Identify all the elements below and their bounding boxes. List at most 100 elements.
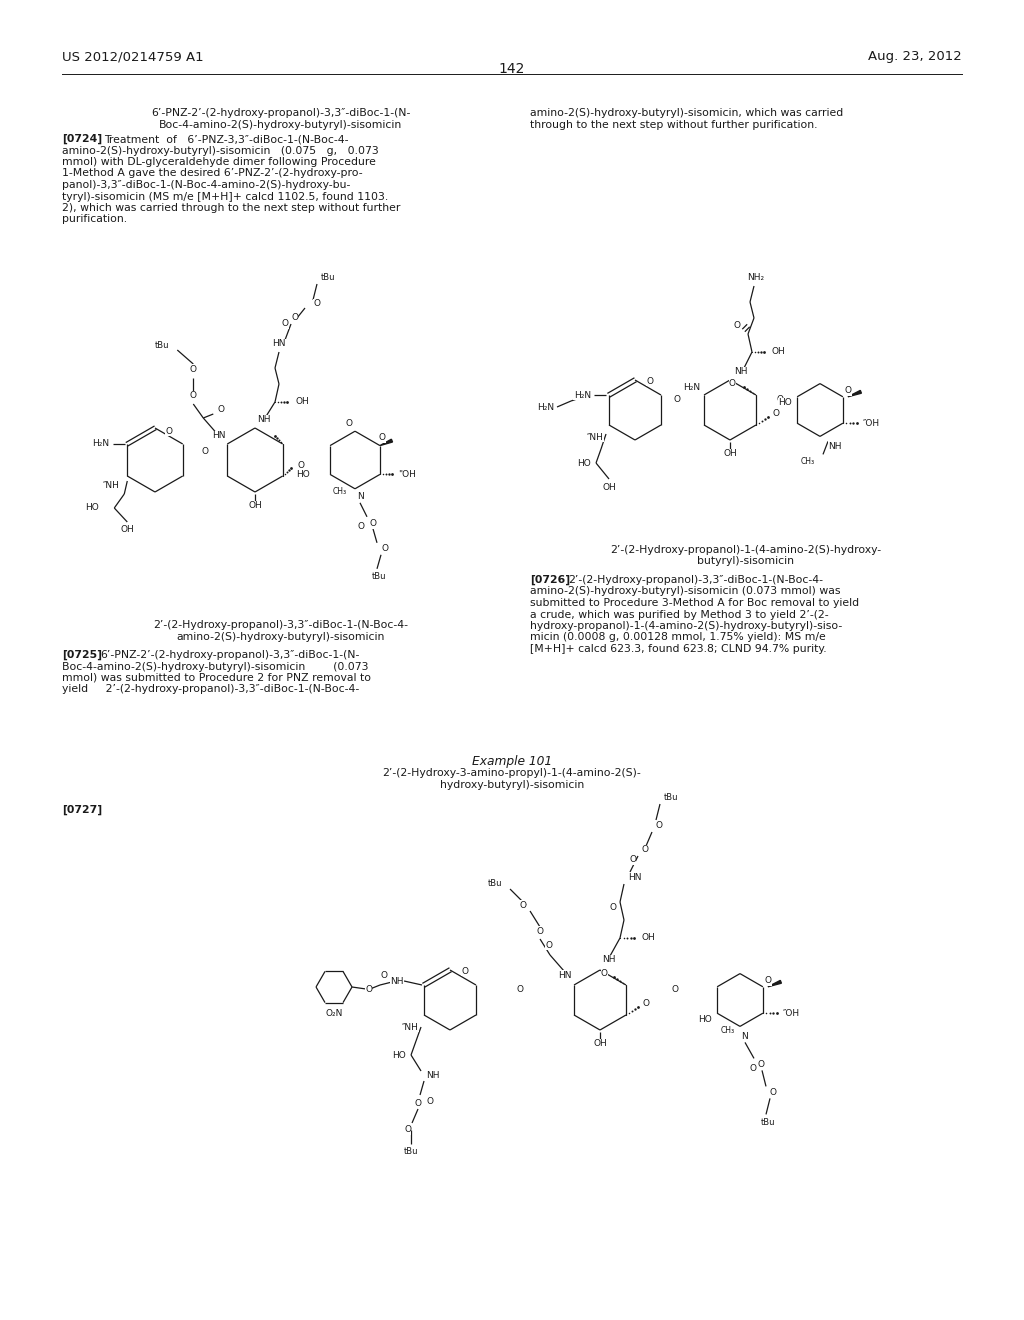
Text: O: O: [346, 418, 353, 428]
Text: HN: HN: [628, 874, 641, 883]
Text: amino-2(S)-hydroxy-butyryl)-sisomicin: amino-2(S)-hydroxy-butyryl)-sisomicin: [177, 631, 385, 642]
Text: O: O: [656, 821, 663, 830]
Text: CH₃: CH₃: [801, 457, 815, 466]
Text: tBu: tBu: [155, 342, 169, 351]
Text: O: O: [646, 378, 653, 385]
Text: O: O: [776, 396, 783, 404]
Text: OH: OH: [602, 483, 615, 491]
Text: OH: OH: [772, 347, 785, 356]
Text: NH: NH: [734, 367, 748, 376]
Text: through to the next step without further purification.: through to the next step without further…: [530, 120, 817, 129]
Text: O: O: [674, 396, 681, 404]
Text: ″NH: ″NH: [402, 1023, 419, 1031]
Text: O: O: [381, 544, 388, 553]
Text: mmol) was submitted to Procedure 2 for PNZ removal to: mmol) was submitted to Procedure 2 for P…: [62, 673, 371, 682]
Text: H₂N: H₂N: [537, 403, 554, 412]
Text: ″NH: ″NH: [102, 482, 119, 491]
Text: O: O: [764, 977, 771, 985]
Text: [0725]: [0725]: [62, 649, 102, 660]
Text: micin (0.0008 g, 0.00128 mmol, 1.75% yield): MS m/e: micin (0.0008 g, 0.00128 mmol, 1.75% yie…: [530, 632, 825, 643]
Text: mmol) with DL-glyceraldehyde dimer following Procedure: mmol) with DL-glyceraldehyde dimer follo…: [62, 157, 376, 168]
Text: US 2012/0214759 A1: US 2012/0214759 A1: [62, 50, 204, 63]
Text: submitted to Procedure 3-Method A for Boc removal to yield: submitted to Procedure 3-Method A for Bo…: [530, 598, 859, 609]
Text: Boc-4-amino-2(S)-hydroxy-butyryl)-sisomicin        (0.073: Boc-4-amino-2(S)-hydroxy-butyryl)-sisomi…: [62, 661, 369, 672]
Text: HN: HN: [212, 432, 225, 441]
Text: tBu: tBu: [372, 573, 386, 581]
Text: 6’-PNZ-2’-(2-hydroxy-propanol)-3,3″-diBoc-1-(N-: 6’-PNZ-2’-(2-hydroxy-propanol)-3,3″-diBo…: [152, 108, 411, 117]
Text: HN: HN: [558, 970, 572, 979]
Text: O: O: [381, 970, 387, 979]
Text: O: O: [202, 447, 209, 457]
Text: O: O: [537, 927, 544, 936]
Text: NH: NH: [828, 442, 842, 451]
Text: O: O: [415, 1098, 422, 1107]
Text: HO: HO: [778, 399, 793, 408]
Text: HO: HO: [392, 1051, 407, 1060]
Text: hydroxy-butyryl)-sisomicin: hydroxy-butyryl)-sisomicin: [440, 780, 584, 789]
Text: ″NH: ″NH: [587, 433, 604, 441]
Text: O: O: [189, 392, 197, 400]
Text: 2’-(2-Hydroxy-propanol)-3,3″-diBoc-1-(N-Boc-4-: 2’-(2-Hydroxy-propanol)-3,3″-diBoc-1-(N-…: [568, 576, 823, 585]
Text: O: O: [297, 462, 304, 470]
Text: [M+H]+ calcd 623.3, found 623.8; CLND 94.7% purity.: [M+H]+ calcd 623.3, found 623.8; CLND 94…: [530, 644, 826, 653]
Text: O: O: [642, 846, 649, 854]
Text: OH: OH: [121, 525, 134, 535]
Text: O: O: [749, 1064, 756, 1073]
Text: tBu: tBu: [487, 879, 502, 887]
Text: O: O: [379, 433, 385, 442]
Polygon shape: [380, 440, 392, 446]
Text: H₂N: H₂N: [92, 440, 110, 449]
Text: NH: NH: [390, 977, 404, 986]
Text: OH: OH: [593, 1040, 607, 1048]
Text: 2’-(2-Hydroxy-3-amino-propyl)-1-(4-amino-2(S)-: 2’-(2-Hydroxy-3-amino-propyl)-1-(4-amino…: [383, 768, 641, 779]
Text: OH: OH: [723, 450, 737, 458]
Text: ″OH: ″OH: [863, 418, 880, 428]
Text: O: O: [772, 408, 779, 417]
Text: purification.: purification.: [62, 214, 127, 224]
Text: 2’-(2-Hydroxy-propanol)-3,3″-diBoc-1-(N-Boc-4-: 2’-(2-Hydroxy-propanol)-3,3″-diBoc-1-(N-…: [154, 620, 409, 630]
Text: yield     2’-(2-hydroxy-propanol)-3,3″-diBoc-1-(N-Boc-4-: yield 2’-(2-hydroxy-propanol)-3,3″-diBoc…: [62, 685, 359, 694]
Text: HO: HO: [698, 1015, 712, 1024]
Text: OH: OH: [295, 397, 309, 407]
Text: O: O: [601, 969, 608, 978]
Text: N: N: [356, 492, 364, 502]
Text: Boc-4-amino-2(S)-hydroxy-butyryl)-sisomicin: Boc-4-amino-2(S)-hydroxy-butyryl)-sisomi…: [160, 120, 402, 129]
Text: 1-Method A gave the desired 6’-PNZ-2’-(2-hydroxy-pro-: 1-Method A gave the desired 6’-PNZ-2’-(2…: [62, 169, 362, 178]
Text: NH: NH: [257, 416, 270, 425]
Polygon shape: [768, 981, 781, 987]
Text: 142: 142: [499, 62, 525, 77]
Text: O: O: [426, 1097, 433, 1106]
Text: H₂N: H₂N: [573, 391, 591, 400]
Text: O: O: [358, 523, 365, 531]
Text: amino-2(S)-hydroxy-butyryl)-sisomicin   (0.075   g,   0.073: amino-2(S)-hydroxy-butyryl)-sisomicin (0…: [62, 145, 379, 156]
Text: panol)-3,3″-diBoc-1-(N-Boc-4-amino-2(S)-hydroxy-bu-: panol)-3,3″-diBoc-1-(N-Boc-4-amino-2(S)-…: [62, 180, 350, 190]
Text: O: O: [217, 405, 224, 414]
Text: [0724]: [0724]: [62, 135, 102, 144]
Text: O: O: [770, 1088, 777, 1097]
Text: O: O: [516, 986, 523, 994]
Text: O₂N: O₂N: [326, 1008, 343, 1018]
Text: O: O: [733, 322, 740, 330]
Text: 2), which was carried through to the next step without further: 2), which was carried through to the nex…: [62, 203, 400, 213]
Text: O: O: [291, 314, 298, 322]
Text: "OH: "OH: [398, 470, 416, 479]
Text: O: O: [845, 387, 851, 395]
Text: O: O: [519, 900, 526, 909]
Text: HN: HN: [272, 339, 286, 348]
Text: O: O: [165, 426, 172, 436]
Text: O: O: [189, 364, 197, 374]
Text: O: O: [758, 1060, 765, 1069]
Text: O: O: [545, 940, 552, 949]
Text: O: O: [672, 986, 679, 994]
Text: O: O: [313, 300, 319, 309]
Text: Treatment  of   6’-PNZ-3,3″-diBoc-1-(N-Boc-4-: Treatment of 6’-PNZ-3,3″-diBoc-1-(N-Boc-…: [104, 135, 348, 144]
Text: CH₃: CH₃: [721, 1026, 735, 1035]
Text: CH₃: CH₃: [333, 487, 347, 496]
Text: tBu: tBu: [403, 1147, 418, 1156]
Text: O: O: [365, 985, 372, 994]
Text: O: O: [642, 998, 649, 1007]
Text: tBu: tBu: [321, 273, 336, 282]
Text: ″OH: ″OH: [783, 1008, 800, 1018]
Text: O: O: [282, 319, 289, 329]
Text: NH: NH: [602, 956, 615, 965]
